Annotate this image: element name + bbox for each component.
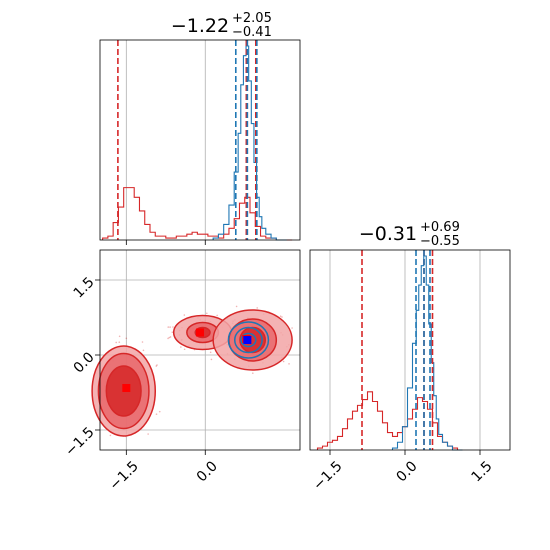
sample-point bbox=[279, 315, 282, 317]
hist1-red-series bbox=[102, 187, 293, 241]
sample-point bbox=[206, 312, 208, 315]
param2-title-sub: −0.55 bbox=[420, 234, 460, 249]
param1-title-sup: +2.05 bbox=[232, 11, 272, 26]
sample-point bbox=[169, 326, 171, 328]
y-tick-label: −1.5 bbox=[62, 424, 97, 459]
sample-point bbox=[115, 341, 117, 344]
sample-point bbox=[155, 413, 158, 415]
sample-point bbox=[210, 358, 213, 361]
blue-density-contour bbox=[227, 321, 270, 359]
sample-point bbox=[167, 326, 170, 328]
sample-point bbox=[155, 365, 158, 367]
sample-point bbox=[235, 305, 238, 308]
sample-point bbox=[209, 351, 212, 354]
sample-point bbox=[251, 372, 254, 374]
x-tick-label: 0.0 bbox=[394, 458, 421, 485]
param1-title-sub: −0.41 bbox=[232, 25, 272, 40]
sample-point bbox=[109, 434, 112, 437]
param1-title-main: −1.22 bbox=[171, 15, 229, 37]
sample-point bbox=[180, 346, 182, 348]
sample-point bbox=[288, 363, 290, 365]
sample-point bbox=[291, 327, 293, 329]
sample-point bbox=[281, 316, 283, 318]
y-tick-label: 1.5 bbox=[71, 274, 98, 301]
sample-point bbox=[158, 410, 161, 413]
joint-2d-panel: −1.5 0.0 −1.5 0.0 1.5 bbox=[62, 249, 310, 494]
sample-point bbox=[118, 335, 121, 338]
sample-point bbox=[171, 331, 174, 334]
sample-point bbox=[183, 314, 186, 316]
hist-param1-panel bbox=[99, 39, 301, 245]
sample-point bbox=[167, 337, 169, 340]
blue-marker bbox=[243, 336, 252, 344]
blue-density-contour bbox=[240, 332, 257, 348]
sample-point bbox=[125, 337, 128, 340]
sample-point bbox=[282, 360, 285, 363]
sample-point bbox=[141, 341, 144, 343]
param2-title-main: −0.31 bbox=[359, 223, 417, 245]
clip-mask bbox=[300, 250, 310, 450]
sample-point bbox=[147, 433, 149, 435]
y-tick-label: 0.0 bbox=[71, 349, 98, 376]
sample-point bbox=[142, 349, 145, 352]
x-tick-label: 1.5 bbox=[469, 458, 496, 485]
panel-frame bbox=[99, 249, 301, 451]
sample-point bbox=[256, 307, 259, 309]
panel-frame bbox=[99, 39, 301, 241]
sample-point bbox=[216, 314, 218, 317]
hist-param2-panel: −1.5 0.0 1.5 bbox=[309, 249, 511, 494]
param2-title-sup: +0.69 bbox=[420, 220, 460, 235]
sample-point bbox=[118, 341, 121, 343]
sample-point bbox=[168, 336, 171, 339]
x-tick-label: −1.5 bbox=[107, 458, 142, 493]
param1-title: −1.22 bbox=[171, 15, 229, 37]
red-marker bbox=[196, 328, 204, 337]
sample-point bbox=[156, 364, 158, 366]
sample-point bbox=[172, 326, 174, 328]
sample-point bbox=[183, 348, 186, 351]
x-tick-label: 0.0 bbox=[194, 458, 221, 485]
hist2-blue-series bbox=[391, 255, 463, 451]
hist1-blue-series bbox=[212, 45, 287, 241]
x-tick-label: −1.5 bbox=[310, 458, 345, 493]
sample-point bbox=[169, 336, 172, 338]
panel-frame bbox=[309, 249, 511, 451]
blue-density-contour bbox=[233, 326, 263, 354]
red-marker bbox=[122, 384, 131, 392]
param2-title: −0.31 bbox=[359, 223, 417, 245]
hist2-red-series bbox=[316, 391, 463, 451]
